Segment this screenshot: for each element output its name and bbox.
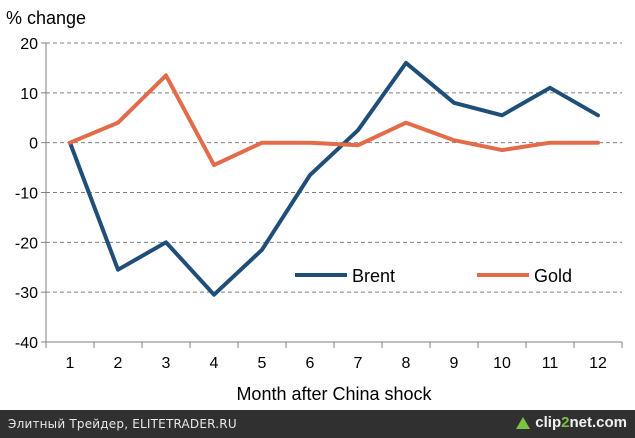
x-tick-label: 10 (493, 355, 511, 372)
gridlines (46, 42, 622, 293)
x-tick-label: 3 (162, 355, 171, 372)
y-tick-label: -10 (15, 186, 38, 203)
x-tick-label: 7 (354, 355, 363, 372)
x-tick-label: 2 (114, 355, 123, 372)
series-line-gold (68, 73, 600, 168)
legend-label-brent: Brent (352, 266, 395, 286)
y-tick-label: -20 (15, 235, 38, 252)
series-line-brent (68, 60, 600, 297)
x-tick-label: 8 (402, 355, 411, 372)
y-tick-label: -30 (15, 285, 38, 302)
source-credit: Элитный Трейдер, ELITETRADER.RU (8, 417, 237, 431)
y-axis-ticks: 20 10 0 -10 -20 -30 -40 (15, 36, 46, 352)
upload-arrow-icon (516, 416, 531, 429)
x-tick-label: 5 (258, 355, 267, 372)
axes (45, 43, 622, 343)
x-axis-title: Month after China shock (236, 384, 432, 404)
legend: Brent Gold (295, 266, 572, 286)
brand-logo[interactable]: clip2net.com (516, 414, 627, 431)
y-tick-label: 10 (20, 86, 38, 103)
series-lines (68, 60, 600, 297)
x-tick-label: 6 (306, 355, 315, 372)
brand-name: clip2net.com (535, 414, 627, 431)
x-tick-label: 11 (542, 355, 559, 372)
y-tick-label: -40 (15, 335, 38, 352)
x-tick-label: 9 (450, 355, 459, 372)
y-tick-label: 0 (29, 136, 38, 153)
x-tick-label: 4 (210, 355, 219, 372)
legend-label-gold: Gold (534, 266, 572, 286)
x-tick-label: 1 (66, 355, 75, 372)
x-axis-ticks: 1 2 3 4 5 6 7 8 9 10 11 12 (45, 342, 623, 372)
x-tick-label: 12 (589, 355, 607, 372)
y-axis-title: % change (6, 8, 86, 28)
footer-bar: Элитный Трейдер, ELITETRADER.RU clip2net… (0, 410, 635, 438)
y-tick-label: 20 (20, 36, 38, 53)
